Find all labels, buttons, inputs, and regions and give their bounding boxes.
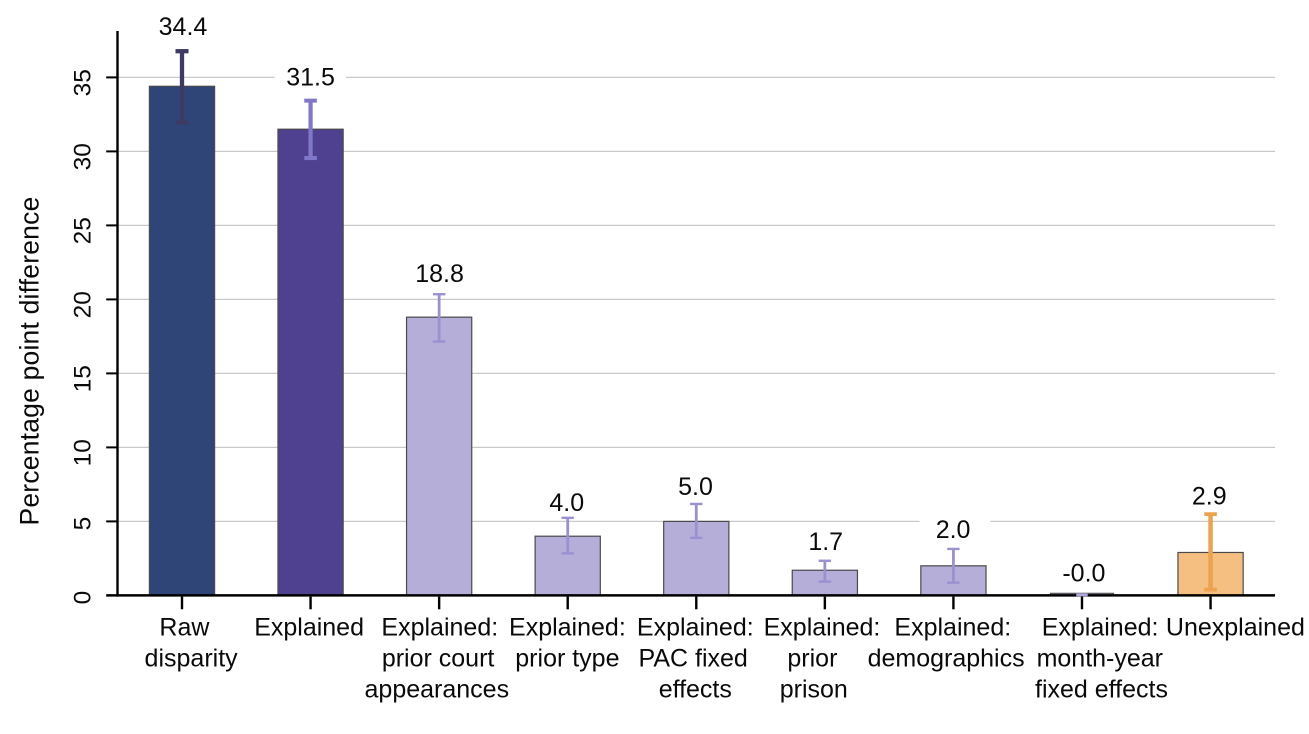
svg-text:appearances: appearances	[365, 675, 510, 703]
svg-text:Explained:: Explained:	[1042, 614, 1159, 642]
svg-text:PAC fixed: PAC fixed	[639, 645, 748, 673]
svg-text:Unexplained: Unexplained	[1166, 614, 1305, 642]
svg-text:Raw: Raw	[159, 614, 210, 642]
svg-text:prior type: prior type	[515, 645, 619, 673]
svg-text:Explained:: Explained:	[894, 614, 1011, 642]
svg-text:20: 20	[70, 291, 97, 318]
svg-text:-0.0: -0.0	[1062, 560, 1105, 588]
svg-text:Explained:: Explained:	[509, 614, 626, 642]
svg-text:5.0: 5.0	[678, 473, 713, 501]
svg-text:4.0: 4.0	[549, 489, 584, 517]
svg-text:demographics: demographics	[868, 645, 1025, 673]
svg-text:18.8: 18.8	[415, 260, 464, 288]
svg-text:disparity: disparity	[145, 645, 239, 673]
svg-text:35: 35	[70, 69, 97, 96]
svg-text:Explained: Explained	[254, 614, 364, 642]
svg-text:2.9: 2.9	[1192, 483, 1227, 511]
svg-text:15: 15	[70, 365, 97, 392]
svg-text:0: 0	[70, 591, 97, 605]
svg-text:34.4: 34.4	[159, 13, 208, 41]
svg-text:month-year: month-year	[1037, 645, 1163, 673]
svg-text:prior: prior	[787, 645, 837, 673]
svg-text:Percentage point difference: Percentage point difference	[15, 196, 45, 525]
svg-text:fixed effects: fixed effects	[1035, 675, 1168, 703]
svg-text:effects: effects	[659, 675, 732, 703]
svg-text:25: 25	[70, 217, 97, 244]
svg-text:30: 30	[70, 143, 97, 170]
svg-text:10: 10	[70, 439, 97, 466]
svg-text:Explained:: Explained:	[764, 614, 881, 642]
svg-text:5: 5	[70, 517, 97, 531]
svg-text:1.7: 1.7	[808, 528, 843, 556]
svg-text:prior court: prior court	[382, 645, 495, 673]
svg-text:31.5: 31.5	[286, 64, 335, 92]
svg-text:Explained:: Explained:	[381, 614, 498, 642]
svg-text:prison: prison	[780, 675, 848, 703]
svg-text:Explained:: Explained:	[637, 614, 754, 642]
svg-text:2.0: 2.0	[936, 516, 971, 544]
